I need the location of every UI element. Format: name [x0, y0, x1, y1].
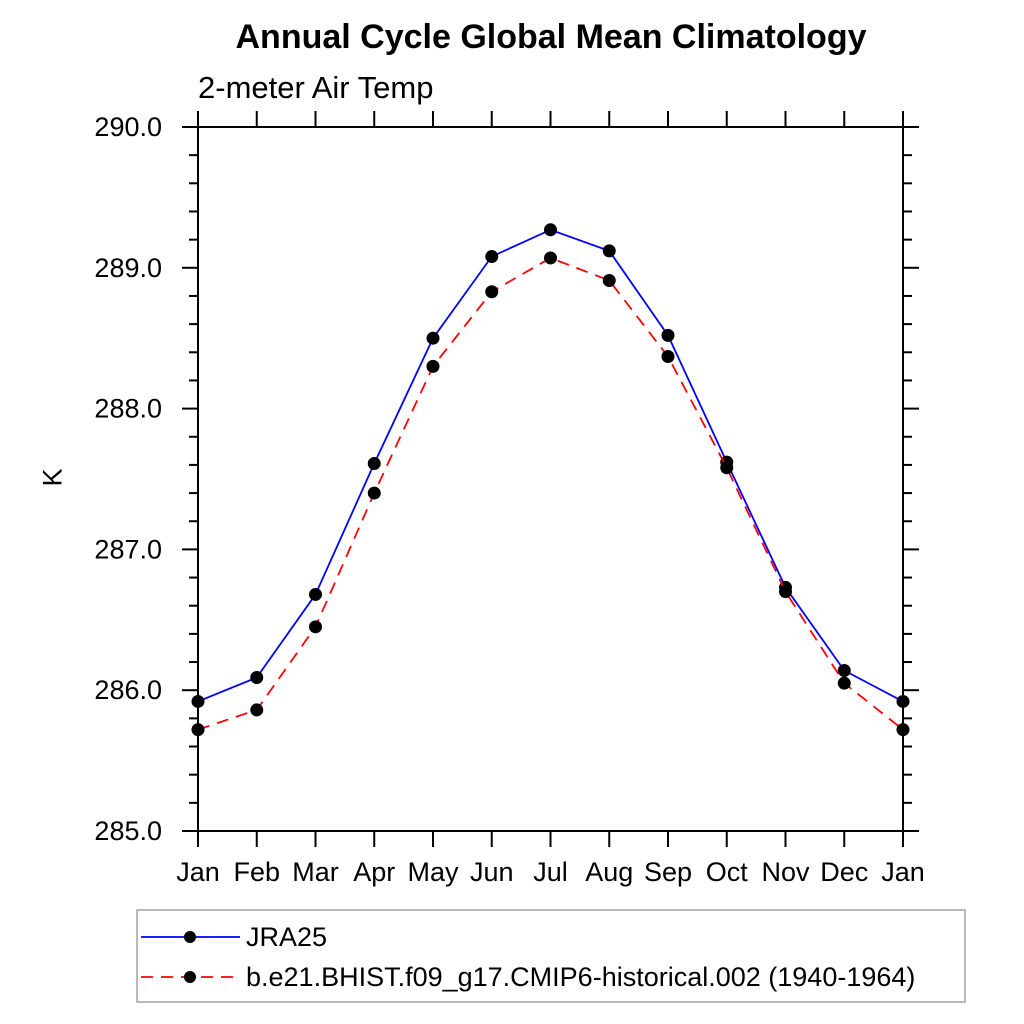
data-point: [544, 251, 557, 265]
data-point: [837, 676, 851, 690]
x-tick-label: Apr: [353, 857, 395, 887]
legend-sample-marker-1: [184, 971, 196, 983]
series-line-1: [197, 256, 904, 731]
data-point: [837, 663, 851, 677]
data-point: [309, 587, 322, 601]
y-axis-label: K: [37, 468, 68, 487]
y-tick-label: 286.0: [94, 675, 162, 705]
data-point: [896, 723, 910, 737]
x-tick-label: Jun: [470, 857, 514, 887]
x-tick-label: Jul: [533, 857, 568, 887]
data-point: [309, 620, 322, 634]
data-point: [191, 723, 205, 737]
data-point: [191, 694, 205, 708]
data-point: [544, 223, 557, 237]
y-tick-label: 289.0: [94, 253, 162, 283]
data-point: [367, 486, 381, 500]
legend-sample-marker-0: [184, 931, 196, 943]
x-tick-label: Mar: [292, 857, 339, 887]
x-tick-label: Nov: [761, 857, 810, 887]
data-point: [779, 585, 792, 599]
y-tick-label: 287.0: [94, 534, 162, 564]
x-tick-label: Jan: [881, 857, 925, 887]
legend-label-jra25: JRA25: [246, 922, 328, 952]
data-point: [896, 694, 910, 708]
data-point: [485, 250, 499, 264]
chart-title: Annual Cycle Global Mean Climatology: [235, 18, 867, 56]
data-point: [661, 328, 675, 342]
chart-subtitle: 2-meter Air Temp: [198, 70, 434, 105]
y-tick-label: 288.0: [94, 394, 162, 424]
data-point: [250, 671, 264, 685]
legend-label-model: b.e21.BHIST.f09_g17.CMIP6-historical.002…: [246, 962, 916, 992]
data-point: [661, 350, 675, 364]
x-tick-label: Jan: [176, 857, 220, 887]
data-point: [602, 273, 616, 287]
legend-box: [136, 909, 966, 1003]
x-tick-label: Sep: [644, 857, 692, 887]
x-tick-label: Feb: [233, 857, 280, 887]
data-point: [426, 359, 440, 373]
x-tick-label: Dec: [820, 857, 868, 887]
data-point: [250, 703, 264, 717]
data-point: [426, 331, 440, 345]
data-point: [720, 461, 734, 475]
x-tick-label: Aug: [585, 857, 633, 887]
data-point: [602, 244, 616, 258]
data-point: [485, 285, 499, 299]
y-tick-label: 285.0: [94, 816, 162, 846]
x-tick-label: Oct: [706, 857, 749, 887]
series-line-0: [197, 228, 904, 703]
data-point: [367, 457, 381, 471]
x-tick-label: May: [407, 857, 459, 887]
y-tick-label: 290.0: [94, 112, 162, 142]
